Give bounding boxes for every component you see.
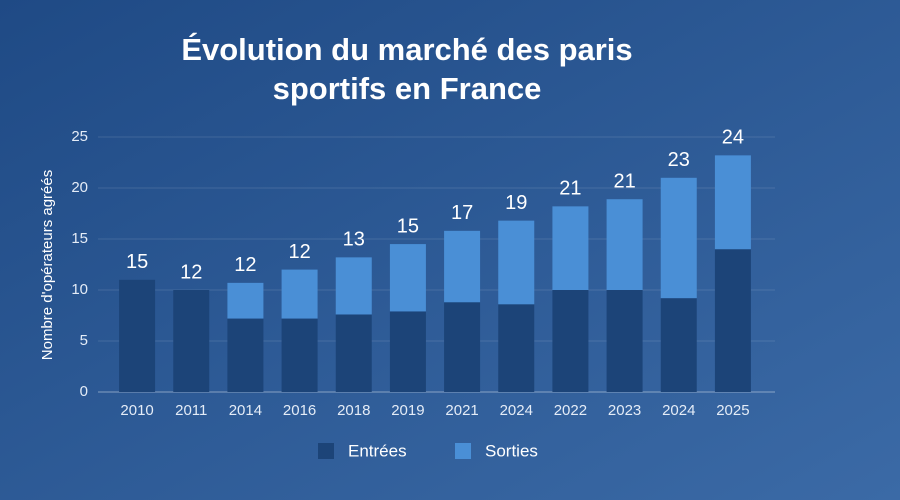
- x-tick-label: 2014: [229, 402, 262, 419]
- chart-title: sportifs en France: [273, 71, 542, 106]
- y-tick-label: 5: [80, 332, 88, 349]
- y-tick-label: 10: [71, 281, 88, 298]
- bar-segment: [227, 318, 264, 392]
- bar-segment: [660, 298, 697, 392]
- bar-segment: [335, 257, 372, 315]
- x-tick-label: 2018: [337, 402, 370, 419]
- x-tick-label: 2024: [500, 402, 533, 419]
- bar-total-label: 17: [451, 202, 473, 224]
- bar-segment: [389, 244, 426, 312]
- bar-total-label: 12: [234, 254, 256, 276]
- x-tick-label: 2023: [608, 402, 641, 419]
- bar-segment: [281, 318, 318, 392]
- y-tick-label: 25: [71, 128, 88, 145]
- chart-title: Évolution du marché des paris: [181, 32, 632, 67]
- y-tick-label: 15: [71, 230, 88, 247]
- bar-total-label: 23: [668, 149, 690, 171]
- bar-segment: [552, 206, 589, 290]
- bar-total-label: 24: [722, 127, 744, 149]
- bar-segment: [281, 269, 318, 319]
- y-tick-label: 0: [80, 383, 88, 400]
- bar-segment: [498, 304, 535, 392]
- bar-segment: [552, 290, 589, 392]
- bar-total-label: 15: [397, 215, 419, 237]
- legend-swatch: [455, 443, 471, 459]
- bar-total-label: 12: [288, 241, 310, 263]
- legend-label: Entrées: [348, 441, 407, 460]
- legend-swatch: [318, 443, 334, 459]
- bar-total-label: 12: [180, 261, 202, 283]
- bar-segment: [335, 314, 372, 392]
- bar-segment: [714, 249, 751, 392]
- bar-total-label: 13: [343, 229, 365, 251]
- bar-total-label: 19: [505, 192, 527, 214]
- bar-segment: [444, 302, 481, 392]
- y-axis-label: Nombre d'opérateurs agréés: [39, 170, 56, 360]
- bar-segment: [714, 155, 751, 250]
- y-tick-label: 20: [71, 179, 88, 196]
- bar-segment: [660, 177, 697, 299]
- legend-label: Sorties: [485, 441, 538, 460]
- x-tick-label: 2021: [445, 402, 478, 419]
- bar-segment: [227, 282, 264, 319]
- bar-segment: [119, 279, 156, 392]
- x-tick-label: 2022: [554, 402, 587, 419]
- bar-segment: [389, 311, 426, 392]
- bar-segment: [173, 290, 210, 392]
- bar-total-label: 15: [126, 251, 148, 273]
- bar-total-label: 21: [559, 178, 581, 200]
- x-tick-label: 2024: [662, 402, 695, 419]
- x-tick-label: 2016: [283, 402, 316, 419]
- x-tick-label: 2011: [175, 402, 207, 419]
- bar-segment: [606, 290, 643, 392]
- bar-segment: [444, 230, 481, 303]
- x-tick-label: 2019: [391, 402, 424, 419]
- bar-segment: [498, 220, 535, 305]
- bar-total-label: 21: [613, 171, 635, 193]
- x-tick-label: 2010: [120, 402, 153, 419]
- x-tick-label: 2025: [716, 402, 749, 419]
- bar-segment: [606, 199, 643, 290]
